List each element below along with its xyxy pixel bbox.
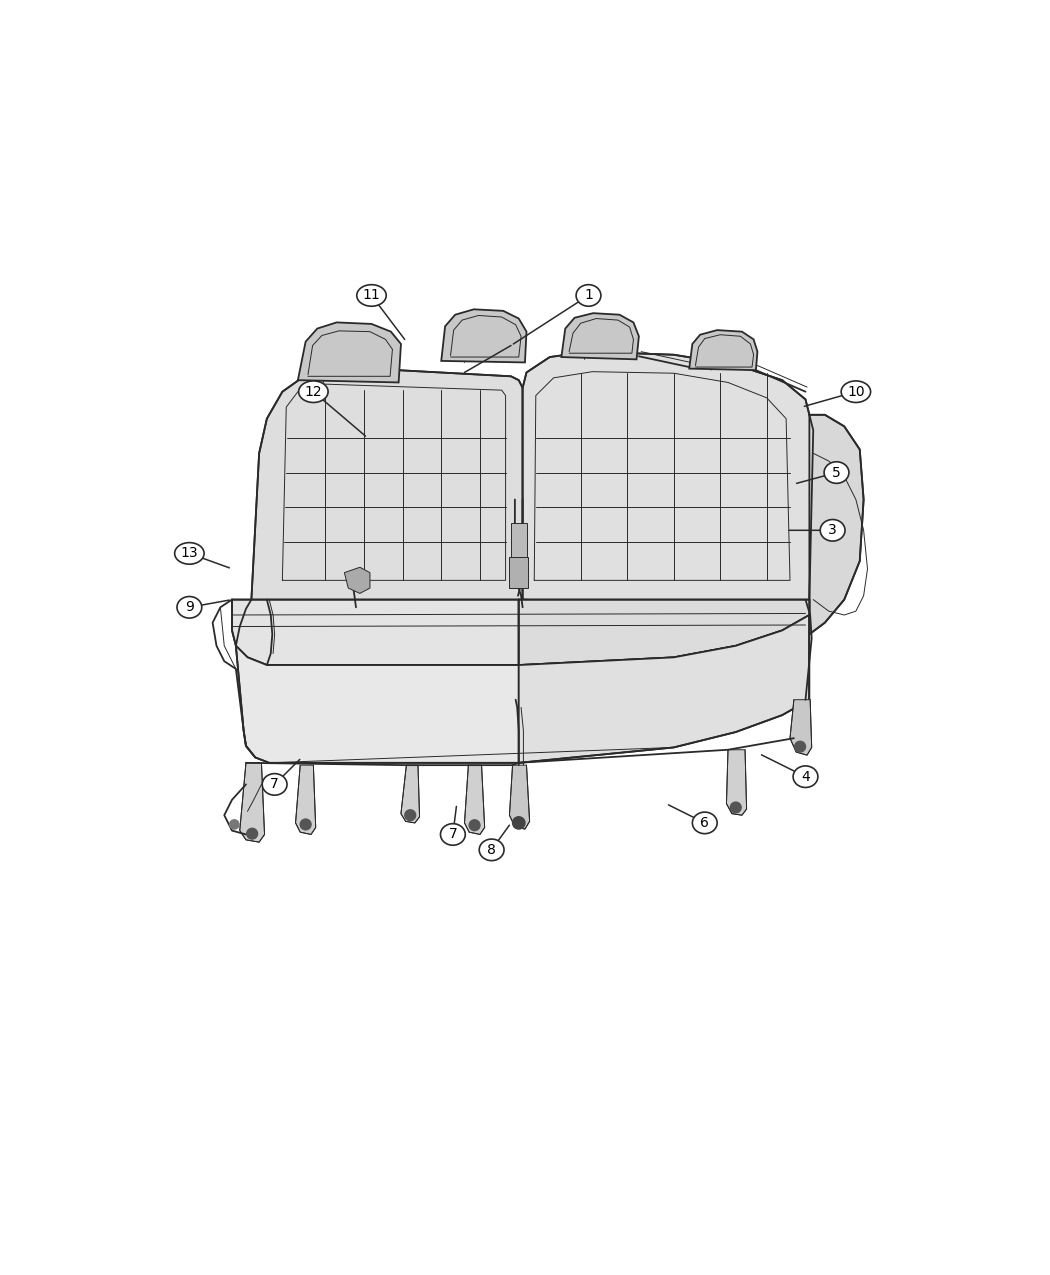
Ellipse shape (357, 284, 386, 306)
Text: 9: 9 (185, 601, 194, 615)
Circle shape (405, 810, 416, 821)
Ellipse shape (441, 824, 465, 845)
Polygon shape (509, 765, 529, 829)
Circle shape (300, 819, 311, 830)
Polygon shape (239, 762, 265, 843)
Polygon shape (790, 700, 812, 755)
Text: 6: 6 (700, 816, 709, 830)
Polygon shape (441, 310, 526, 362)
Polygon shape (349, 572, 360, 584)
Polygon shape (344, 567, 370, 593)
Polygon shape (298, 323, 401, 382)
Polygon shape (810, 414, 863, 634)
Circle shape (230, 820, 239, 829)
Text: 7: 7 (270, 778, 279, 792)
Circle shape (469, 820, 480, 830)
Circle shape (247, 829, 257, 839)
Text: 5: 5 (832, 465, 841, 479)
Text: 12: 12 (304, 385, 322, 399)
Text: 3: 3 (828, 523, 837, 537)
Polygon shape (727, 750, 747, 815)
Polygon shape (464, 765, 485, 834)
Polygon shape (519, 599, 810, 666)
Text: 10: 10 (847, 385, 865, 399)
Text: 8: 8 (487, 843, 496, 857)
Text: 7: 7 (448, 827, 457, 842)
Polygon shape (519, 615, 810, 762)
Polygon shape (523, 352, 814, 611)
Circle shape (512, 817, 525, 829)
Ellipse shape (820, 519, 845, 541)
Ellipse shape (298, 381, 328, 403)
Text: 4: 4 (801, 770, 810, 784)
Text: 11: 11 (362, 288, 380, 302)
Polygon shape (562, 314, 638, 360)
Polygon shape (689, 330, 757, 370)
Circle shape (795, 741, 805, 752)
Ellipse shape (793, 766, 818, 788)
Ellipse shape (174, 543, 204, 564)
Ellipse shape (177, 597, 202, 618)
Ellipse shape (692, 812, 717, 834)
Polygon shape (401, 765, 420, 822)
Circle shape (731, 802, 741, 813)
Polygon shape (295, 765, 316, 834)
Ellipse shape (841, 381, 870, 403)
Text: 1: 1 (584, 288, 593, 302)
Ellipse shape (824, 462, 848, 483)
Polygon shape (509, 557, 528, 588)
Polygon shape (232, 599, 519, 666)
Ellipse shape (576, 284, 601, 306)
Ellipse shape (262, 774, 287, 796)
Ellipse shape (479, 839, 504, 861)
Polygon shape (236, 646, 519, 762)
Polygon shape (511, 523, 526, 561)
Polygon shape (251, 367, 523, 607)
Text: 13: 13 (181, 547, 198, 561)
